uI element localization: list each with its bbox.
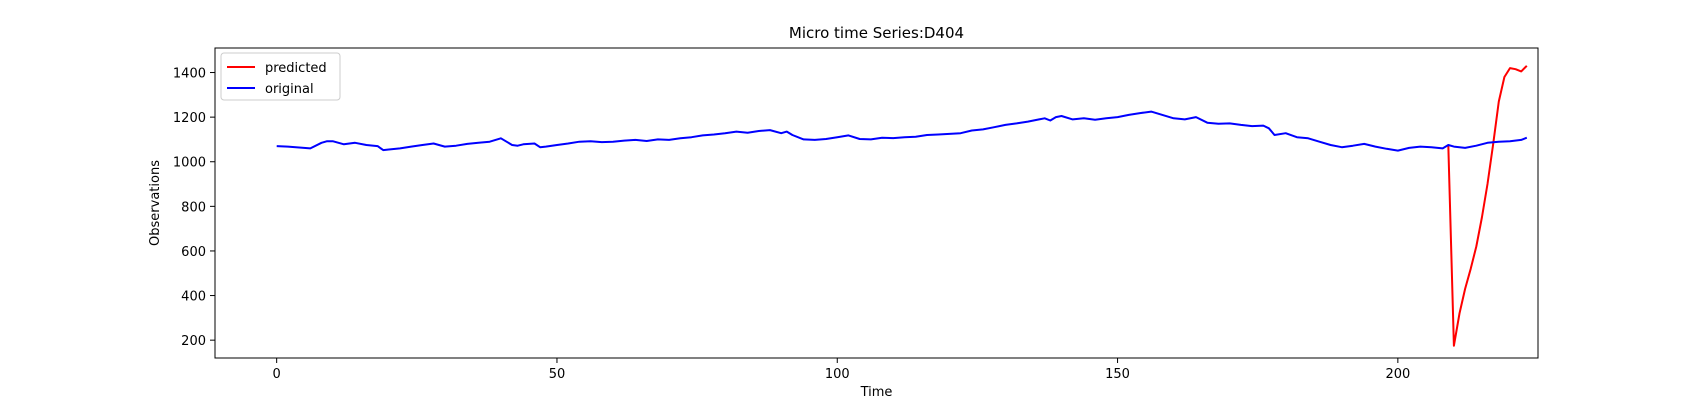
- legend-label-predicted: predicted: [265, 61, 327, 76]
- series-line-predicted: [1447, 65, 1528, 347]
- x-tick-label: 0: [273, 367, 281, 382]
- series-layer: [276, 65, 1528, 347]
- series-line-original: [276, 110, 1528, 152]
- plot-frame: [214, 47, 1539, 359]
- x-tick-label: 50: [549, 367, 566, 382]
- y-tick-label: 200: [181, 334, 206, 349]
- legend: predicted original: [220, 52, 341, 101]
- y-tick-label: 1000: [173, 156, 206, 171]
- y-axis: 200 400 600 800 1000 1200 1400: [173, 67, 215, 349]
- legend-label-original: original: [265, 82, 314, 97]
- x-axis: 0 50 100 150 200: [273, 358, 1410, 382]
- x-tick-label: 150: [1105, 367, 1130, 382]
- y-axis-title: Observations: [148, 160, 163, 246]
- x-tick-label: 200: [1385, 367, 1410, 382]
- y-tick-label: 400: [181, 290, 206, 305]
- x-tick-label: 100: [825, 367, 850, 382]
- y-tick-label: 800: [181, 200, 206, 215]
- y-tick-label: 1400: [173, 67, 206, 82]
- chart-title: Micro time Series:D404: [789, 24, 964, 42]
- x-axis-title: Time: [860, 385, 893, 400]
- y-tick-label: 1200: [173, 111, 206, 126]
- y-tick-label: 600: [181, 245, 206, 260]
